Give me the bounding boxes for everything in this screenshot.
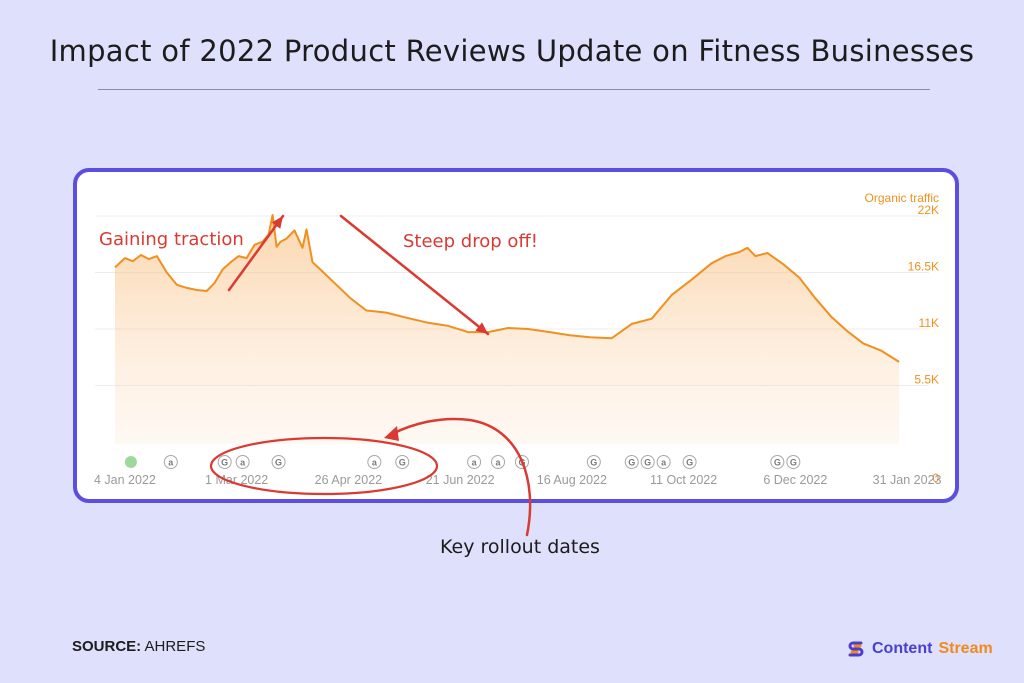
y-tick-label: 11K <box>919 316 939 330</box>
brand-logo: Content Stream <box>846 638 993 660</box>
event-marker-label: a <box>168 458 174 468</box>
event-marker-label: G <box>221 458 228 468</box>
event-marker <box>656 455 671 469</box>
brand-word-stream: Stream <box>938 640 993 657</box>
event-marker <box>624 455 639 469</box>
steep-drop-annotation: Steep drop off! <box>403 231 538 252</box>
x-tick-label: 21 Jun 2022 <box>426 473 495 487</box>
traffic-area <box>115 215 900 444</box>
traffic-chart: 22K 16.5K 11K 5.5K 0 Organic traffic 4 Jan 202… <box>94 191 942 487</box>
event-marker-label: G <box>275 458 282 468</box>
source-credit: SOURCE: AHREFS <box>72 638 205 655</box>
y-tick-label: 16.5K <box>908 260 939 274</box>
event-marker-label: G <box>644 458 651 468</box>
event-marker-label: G <box>628 458 635 468</box>
event-marker-label: G <box>590 458 597 468</box>
event-marker-label: G <box>774 458 781 468</box>
event-marker-label: G <box>790 458 797 468</box>
start-event-marker <box>124 456 137 468</box>
event-marker <box>586 455 601 469</box>
source-value: AHREFS <box>144 638 206 655</box>
event-marker-label: G <box>399 458 406 468</box>
event-marker <box>640 455 655 469</box>
x-tick-label: 26 Apr 2022 <box>315 473 382 487</box>
y-tick-label: 5.5K <box>914 373 939 387</box>
content-stream-logo-icon <box>848 641 864 657</box>
brand-word-content: Content <box>872 640 933 657</box>
event-marker <box>786 455 801 469</box>
x-tick-label: 6 Dec 2022 <box>763 473 827 487</box>
x-tick-label: 11 Oct 2022 <box>650 473 717 487</box>
x-tick-label: 31 Jan 2023 <box>873 473 942 487</box>
series-label: Organic traffic <box>865 191 939 205</box>
x-tick-label: 1 Mar 2022 <box>205 473 268 487</box>
x-tick-label: 4 Jan 2022 <box>94 473 156 487</box>
gaining-traction-annotation: Gaining traction <box>99 229 244 250</box>
chart-card: 22K 16.5K 11K 5.5K 0 Organic traffic 4 Jan 202… <box>73 168 959 503</box>
title-divider <box>98 89 930 90</box>
event-marker-label: a <box>661 458 667 468</box>
page-title: Impact of 2022 Product Reviews Update on… <box>49 34 975 68</box>
event-marker <box>770 455 785 469</box>
event-marker <box>682 455 697 469</box>
event-marker <box>163 455 178 469</box>
y-tick-label: 0 <box>932 471 939 485</box>
event-marker-label: G <box>518 458 525 468</box>
key-rollout-label: Key rollout dates <box>440 536 600 558</box>
source-label: SOURCE: <box>72 638 142 655</box>
x-tick-label: 16 Aug 2022 <box>537 473 607 487</box>
y-tick-label: 22K <box>918 203 939 217</box>
event-marker-label: G <box>686 458 693 468</box>
